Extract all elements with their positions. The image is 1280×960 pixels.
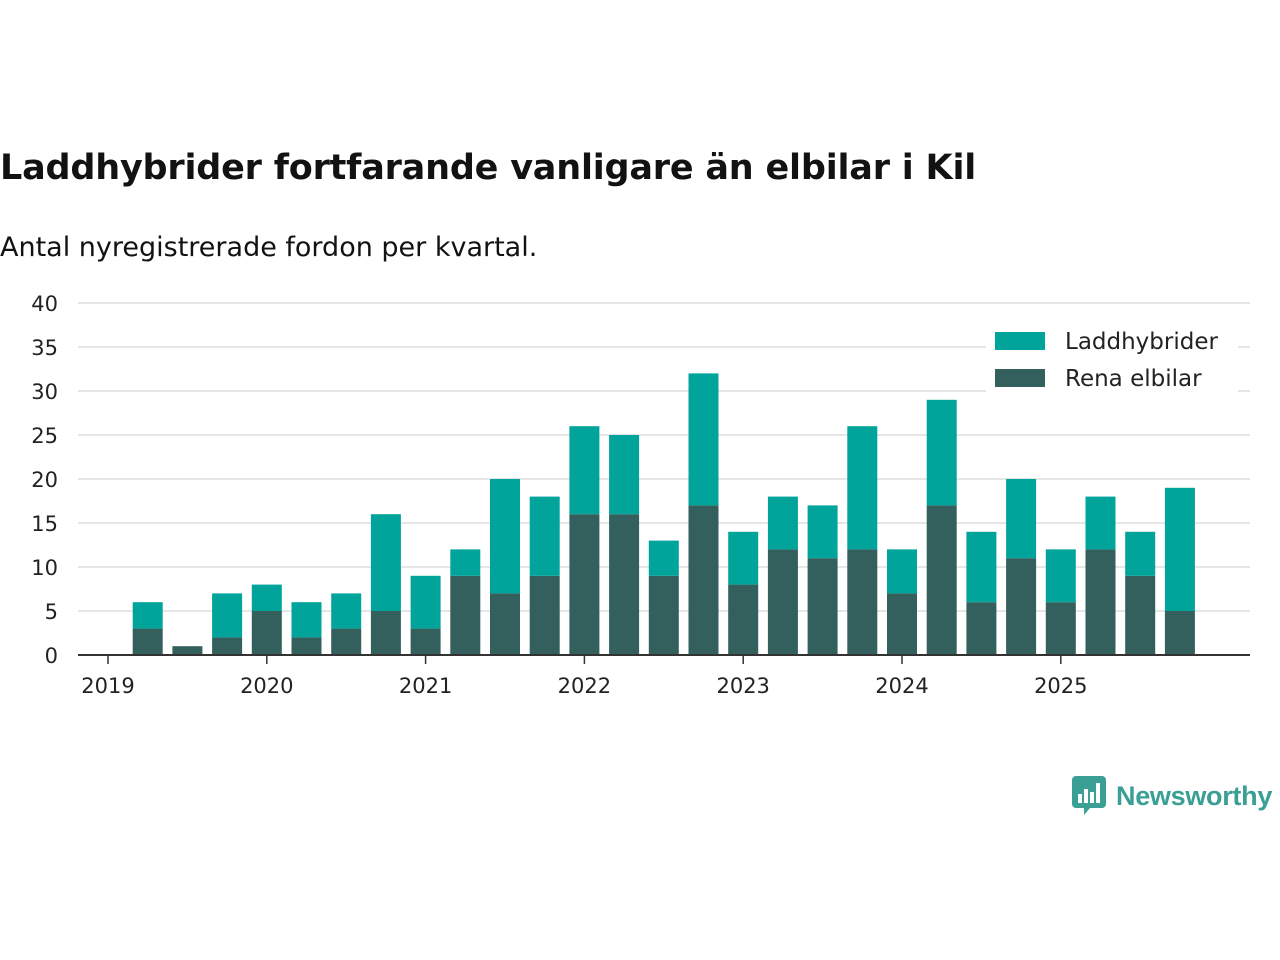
bar-laddhybrider: [1006, 479, 1037, 559]
bar-laddhybrider: [728, 531, 759, 585]
bar-rena-elbilar: [728, 584, 759, 655]
y-tick-label: 20: [31, 468, 58, 492]
x-tick-label: 2024: [875, 674, 928, 698]
newsworthy-logo-icon: [1072, 776, 1106, 815]
bar-laddhybrider: [1045, 549, 1076, 603]
bar-rena-elbilar: [529, 575, 560, 655]
bar-rena-elbilar: [490, 593, 520, 655]
bar-laddhybrider: [926, 399, 957, 506]
newsworthy-logo: Newsworthy: [1072, 776, 1272, 816]
bar-rena-elbilar: [1164, 611, 1195, 655]
bar-rena-elbilar: [1085, 549, 1116, 655]
bar-laddhybrider: [609, 435, 640, 515]
y-tick-label: 40: [31, 292, 58, 316]
legend: Laddhybrider Rena elbilar: [986, 322, 1238, 396]
bar-rena-elbilar: [1045, 602, 1076, 655]
bar-laddhybrider: [132, 602, 163, 629]
bar-rena-elbilar: [648, 575, 679, 655]
bar-laddhybrider: [807, 505, 838, 559]
bar-rena-elbilar: [172, 646, 203, 655]
legend-label: Rena elbilar: [1065, 366, 1202, 392]
bar-laddhybrider: [529, 496, 560, 576]
x-tick-label: 2025: [1034, 674, 1087, 698]
bar-rena-elbilar: [887, 593, 917, 655]
y-tick-label: 5: [45, 600, 58, 624]
chart-subtitle: Antal nyregistrerade fordon per kvartal.: [0, 232, 538, 263]
brand-name: Newsworthy: [1116, 780, 1273, 811]
bar-laddhybrider: [847, 426, 878, 550]
bar-laddhybrider: [450, 549, 481, 576]
bar-laddhybrider: [569, 426, 600, 515]
bar-laddhybrider: [490, 479, 520, 594]
chart-title: Laddhybrider fortfarande vanligare än el…: [0, 148, 977, 188]
bar-rena-elbilar: [966, 602, 997, 655]
bar-rena-elbilar: [132, 628, 163, 655]
legend-label: Laddhybrider: [1065, 329, 1218, 355]
x-tick-label: 2019: [81, 674, 134, 698]
y-tick-label: 35: [31, 336, 58, 360]
bar-rena-elbilar: [331, 628, 362, 655]
bar-rena-elbilar: [1006, 558, 1037, 655]
bar-laddhybrider: [767, 496, 798, 550]
bar-rena-elbilar: [847, 549, 878, 655]
y-tick-label: 30: [31, 380, 58, 404]
bar-rena-elbilar: [767, 549, 798, 655]
legend-swatch: [995, 369, 1045, 387]
bar-laddhybrider: [331, 593, 362, 629]
legend-swatch: [995, 332, 1045, 350]
bar-laddhybrider: [291, 602, 322, 638]
bar-laddhybrider: [1125, 531, 1156, 576]
bar-rena-elbilar: [291, 637, 322, 655]
bar-rena-elbilar: [212, 637, 243, 655]
bar-rena-elbilar: [807, 558, 838, 655]
bar-laddhybrider: [1085, 496, 1116, 550]
bar-laddhybrider: [251, 584, 282, 611]
bar-laddhybrider: [370, 514, 401, 611]
bar-rena-elbilar: [370, 611, 401, 655]
bar-rena-elbilar: [926, 505, 957, 655]
bar-laddhybrider: [410, 575, 441, 629]
bar-rena-elbilar: [1125, 575, 1156, 655]
y-tick-label: 25: [31, 424, 58, 448]
y-tick-label: 10: [31, 556, 58, 580]
bar-rena-elbilar: [569, 514, 600, 655]
bar-rena-elbilar: [450, 575, 481, 655]
x-tick-label: 2023: [716, 674, 769, 698]
bar-rena-elbilar: [251, 611, 282, 655]
bar-laddhybrider: [887, 549, 917, 594]
y-tick-label: 0: [45, 644, 58, 668]
x-tick-label: 2020: [240, 674, 293, 698]
bar-rena-elbilar: [410, 628, 441, 655]
bar-laddhybrider: [212, 593, 243, 638]
bar-rena-elbilar: [609, 514, 640, 655]
bar-laddhybrider: [648, 540, 679, 576]
bars: [132, 373, 1195, 655]
y-tick-label: 15: [31, 512, 58, 536]
bar-laddhybrider: [966, 531, 997, 603]
bar-laddhybrider: [1164, 487, 1195, 611]
bar-rena-elbilar: [688, 505, 719, 655]
x-tick-label: 2021: [399, 674, 452, 698]
x-tick-label: 2022: [558, 674, 611, 698]
bar-laddhybrider: [688, 373, 719, 506]
